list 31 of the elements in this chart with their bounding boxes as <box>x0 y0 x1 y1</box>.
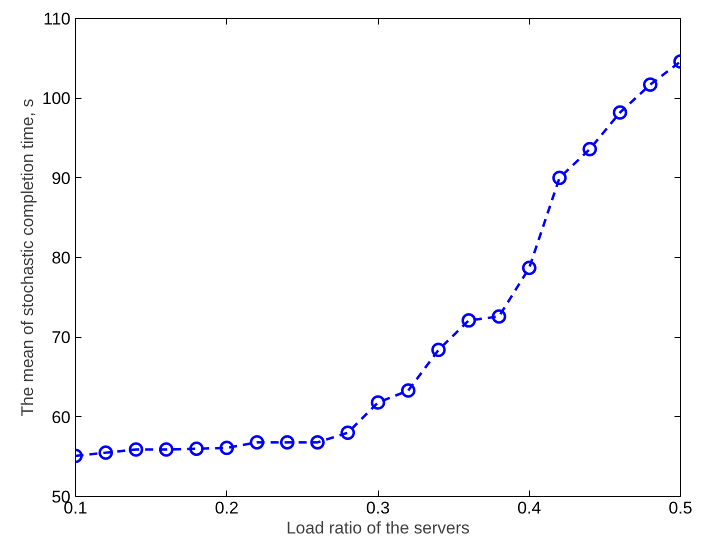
point <box>370 395 386 410</box>
x-tick-label: 0.2 <box>214 498 239 518</box>
point <box>431 342 446 358</box>
y-tick-label: 90 <box>52 168 71 188</box>
x-tick-label: 0.5 <box>668 498 692 518</box>
y-axis-title: The mean of stochastic completion time, s <box>18 98 38 416</box>
x-tick-label: 0.3 <box>366 498 390 518</box>
point <box>552 170 567 186</box>
y-tick-label: 70 <box>52 328 71 348</box>
y-tick-label: 100 <box>42 89 71 108</box>
point <box>310 435 325 450</box>
y-tick-label: 110 <box>43 10 71 28</box>
point <box>582 142 597 156</box>
point <box>98 445 113 460</box>
point <box>250 435 264 450</box>
point <box>401 383 416 398</box>
point <box>643 77 658 92</box>
point <box>340 426 355 440</box>
point <box>280 435 294 450</box>
point <box>462 313 476 328</box>
point <box>612 105 628 120</box>
x-tick-label: 0.4 <box>517 498 542 518</box>
point <box>189 441 204 456</box>
point <box>128 442 144 457</box>
point <box>492 309 506 324</box>
point <box>522 260 536 276</box>
y-tick-label: 80 <box>52 248 71 268</box>
y-tick-label: 60 <box>52 408 71 427</box>
point <box>159 442 174 457</box>
point <box>220 440 234 456</box>
x-axis-title: Load ratio of the servers <box>286 518 470 538</box>
